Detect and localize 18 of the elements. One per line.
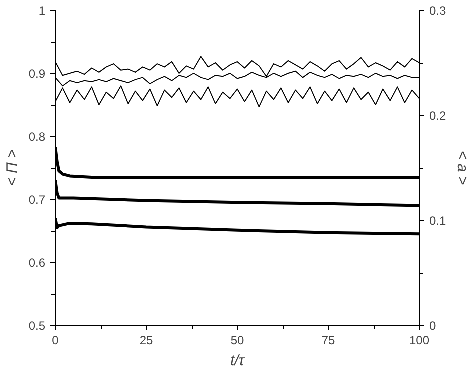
y2-tick-label: 0: [430, 319, 436, 333]
x-axis-title: t/τ: [230, 352, 246, 370]
y-tick-label: 1: [38, 4, 46, 18]
y-tick-label: 0.5: [28, 319, 46, 333]
x-tick-label: 100: [409, 334, 430, 348]
x-tick-label: 0: [52, 334, 60, 348]
y-tick-label: 0.6: [28, 256, 46, 270]
x-tick-label: 25: [140, 334, 154, 348]
y-axis-title: < Π >: [4, 149, 21, 186]
y-tick-label: 0.7: [28, 193, 46, 207]
y2-axis-title: < a >: [454, 150, 472, 186]
x-tick-label: 50: [230, 334, 244, 348]
x-tick-label: 75: [322, 334, 336, 348]
y2-tick-label: 0.1: [430, 214, 447, 228]
y-tick-label: 0.8: [28, 130, 46, 144]
y2-tick-label: 0.2: [430, 109, 447, 123]
y2-tick-label: 0.3: [430, 4, 447, 18]
y-tick-label: 0.9: [28, 67, 46, 81]
